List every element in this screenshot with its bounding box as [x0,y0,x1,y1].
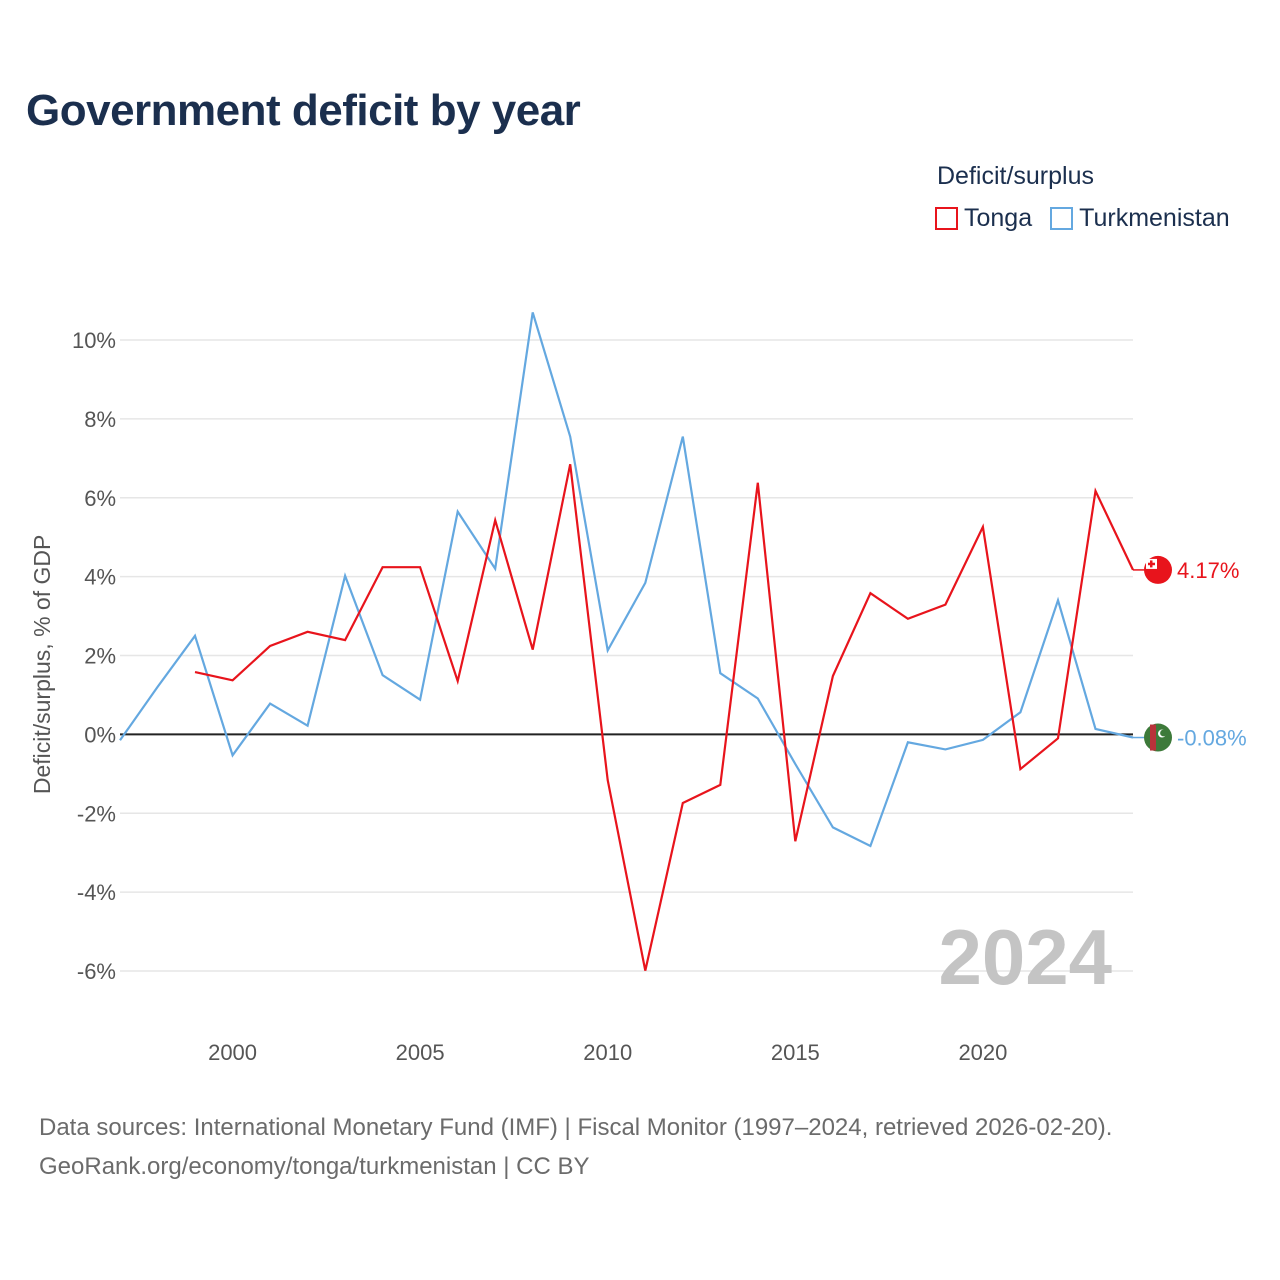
chart-title: Government deficit by year [26,86,581,135]
flag-turkmenistan-icon [1144,723,1172,752]
end-value-label-tonga: 4.17% [1177,558,1239,583]
series-line-turkmenistan [119,312,1134,848]
x-tick-label: 2010 [583,1040,632,1065]
y-tick-label: -6% [77,959,116,984]
x-tick-label: 2015 [771,1040,820,1065]
x-tick-label: 2000 [208,1040,257,1065]
y-axis-label: Deficit/surplus, % of GDP [29,535,55,794]
x-tick-label: 2005 [396,1040,445,1065]
year-watermark: 2024 [938,913,1112,1001]
end-value-label-turkmenistan: -0.08% [1177,726,1247,751]
flag-turkmenistan-stripe [1150,724,1156,751]
attribution-link[interactable]: GeoRank.org/economy/tonga/turkmenistan |… [39,1153,590,1180]
flag-tonga-cross-h [1148,562,1155,566]
y-tick-label: 10% [72,328,116,353]
legend-swatch-turkmenistan [1050,207,1074,230]
legend-swatch-tonga [935,207,958,230]
y-tick-label: -4% [77,880,116,905]
legend-label-turkmenistan: Turkmenistan [1079,204,1230,232]
source-note: Data sources: International Monetary Fun… [39,1114,1113,1141]
series-line-tonga [194,463,1134,971]
flag-turkmenistan-crescent-cut [1160,729,1167,737]
legend-item-turkmenistan[interactable]: Turkmenistan [1050,204,1230,233]
y-tick-label: 8% [84,407,116,432]
footer: Data sources: International Monetary Fun… [39,1108,1112,1186]
legend-label-tonga: Tonga [964,204,1033,232]
x-tick-label: 2020 [958,1040,1007,1065]
legend-title: Deficit/surplus [937,162,1094,190]
y-tick-label: -2% [77,801,116,826]
y-tick-label: 6% [84,486,116,511]
y-tick-label: 0% [84,722,116,747]
y-tick-label: 4% [84,565,116,590]
legend-item-tonga[interactable]: Tonga [935,204,1032,233]
legend: Tonga Turkmenistan [935,204,1248,233]
y-tick-label: 2% [84,644,116,669]
